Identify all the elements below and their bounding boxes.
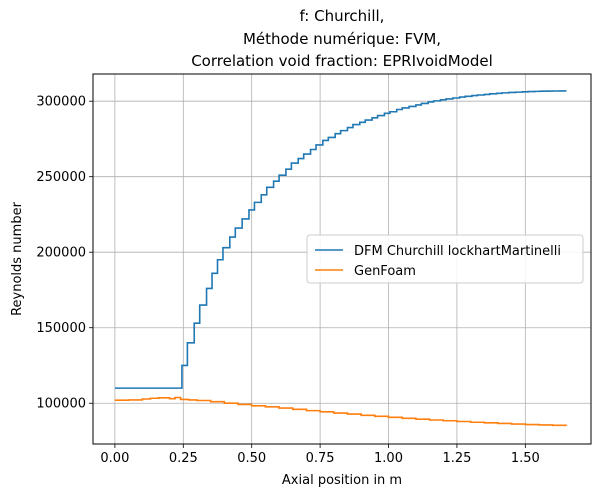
- legend: DFM Churchill lockhartMartinelli GenFoam: [306, 234, 584, 284]
- y-tick-label: 100000: [36, 397, 86, 412]
- chart-title-line-1: f: Churchill,: [300, 7, 385, 25]
- y-axis-label: Reynolds number: [10, 201, 25, 315]
- chart-title-line-2: Méthode numérique: FVM,: [243, 30, 441, 48]
- legend-label-genfoam: GenFoam: [354, 264, 416, 279]
- series-line-genfoam: [114, 396, 568, 427]
- x-tick-label: 0.75: [306, 451, 335, 466]
- axes-frame: [92, 73, 592, 445]
- plot-series: [114, 90, 568, 427]
- series-line-dfm: [114, 90, 567, 389]
- chart-title-line-3: Correlation void fraction: EPRIvoidModel: [191, 52, 493, 70]
- x-tick-label: 0.00: [100, 451, 129, 466]
- legend-label-dfm: DFM Churchill lockhartMartinelli: [354, 244, 561, 259]
- x-tick-label: 1.50: [511, 451, 540, 466]
- x-tick-label: 1.00: [374, 451, 403, 466]
- x-tick-label: 0.25: [169, 451, 198, 466]
- y-tick-label: 150000: [36, 321, 86, 336]
- y-tick-label: 300000: [36, 95, 86, 110]
- x-tick-label: 0.50: [237, 451, 266, 466]
- axis-ticks: 0.00 0.25 0.50 0.75 1.00 1.25 1.50 100000 150000…: [36, 95, 539, 466]
- legend-box: [306, 234, 584, 284]
- y-tick-label: 250000: [36, 170, 86, 185]
- x-tick-label: 1.25: [442, 451, 471, 466]
- y-tick-label: 200000: [36, 246, 86, 261]
- x-axis-label: Axial position in m: [282, 473, 402, 488]
